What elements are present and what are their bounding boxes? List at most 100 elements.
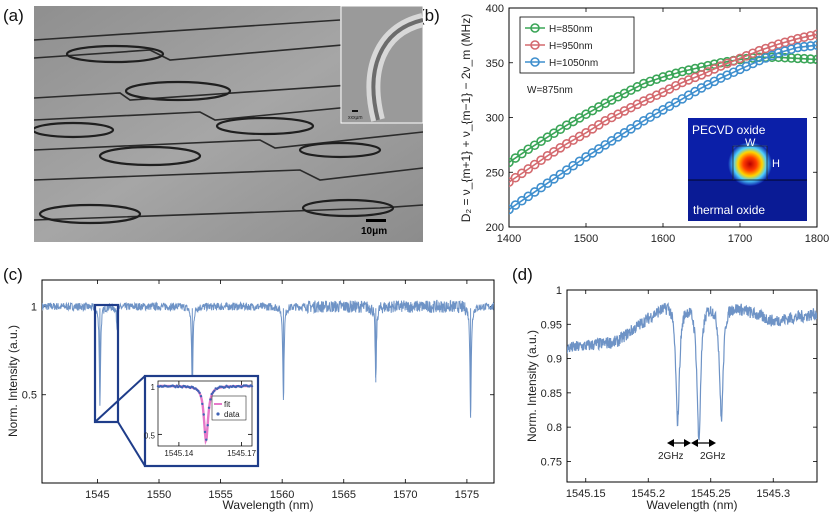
series-point bbox=[555, 169, 566, 180]
series-line-1 bbox=[509, 33, 817, 183]
y-tick-label: 0.9 bbox=[547, 354, 562, 366]
panel-b-chart: 1400 1500 1600 1700 1800 200 250 300 350 400 H=85… bbox=[459, 3, 829, 245]
series-point bbox=[760, 43, 771, 54]
x-tick-label: 1700 bbox=[728, 233, 752, 245]
y-tick-label: 0.5 bbox=[22, 390, 37, 402]
x-tick-label: 1545.15 bbox=[566, 488, 606, 500]
x-tick-label: 1570 bbox=[393, 489, 417, 501]
inset-data-point bbox=[209, 398, 212, 401]
series-point bbox=[645, 76, 655, 87]
mode-profile-inset: PECVD oxide W H thermal oxide bbox=[688, 118, 807, 221]
series-point bbox=[805, 54, 816, 64]
x-tick-label: 1575 bbox=[455, 489, 479, 501]
series-point bbox=[510, 200, 521, 210]
inset-data-point bbox=[213, 389, 216, 392]
x-tick-label: 1400 bbox=[497, 233, 521, 245]
panel-c-chart: 1545 1550 1555 1560 1565 1570 1575 0.5 1 1545.14… bbox=[6, 279, 495, 512]
series-point bbox=[510, 153, 521, 163]
y-tick-label: 0.5 bbox=[144, 431, 156, 440]
inset-h-label: H bbox=[772, 158, 780, 170]
panel-d-xlabel: Wavelength (nm) bbox=[647, 498, 738, 512]
series-point bbox=[529, 159, 540, 170]
x-tick-label: 1600 bbox=[651, 233, 675, 245]
series-point bbox=[568, 160, 578, 171]
series-point bbox=[638, 78, 649, 89]
inset-data-point bbox=[210, 392, 213, 396]
series-point bbox=[786, 44, 797, 55]
inset-bottom-label: thermal oxide bbox=[693, 203, 765, 217]
x-tick-label: 1555 bbox=[208, 489, 232, 501]
series-point bbox=[805, 41, 816, 51]
x-tick-label: 1560 bbox=[270, 489, 294, 501]
series-point bbox=[536, 155, 546, 166]
panel-label-a: (a) bbox=[3, 6, 24, 25]
y-tick-label: 0.85 bbox=[541, 388, 562, 400]
inset-data-point bbox=[205, 438, 208, 441]
series-point bbox=[651, 74, 662, 84]
inset-data-point bbox=[250, 385, 254, 388]
series-point bbox=[664, 70, 675, 80]
series-point bbox=[510, 172, 521, 183]
panel-label-d: (d) bbox=[512, 265, 533, 284]
inset-data-point bbox=[197, 389, 200, 393]
y-tick-label: 1 bbox=[151, 383, 156, 392]
series-point bbox=[536, 182, 546, 193]
series-point bbox=[671, 68, 681, 79]
series-point bbox=[799, 32, 809, 43]
legend-marker bbox=[530, 40, 540, 50]
inset-data-point bbox=[211, 391, 215, 394]
fsr-label-1: 2GHz bbox=[658, 451, 684, 462]
series-point bbox=[542, 178, 553, 188]
x-tick-label: 1550 bbox=[147, 489, 171, 501]
series-point bbox=[780, 52, 790, 63]
series-point bbox=[799, 53, 809, 64]
series-point bbox=[792, 53, 803, 64]
series-point bbox=[677, 66, 688, 77]
sem-inset-scale-label: xxxµm bbox=[348, 115, 363, 121]
series-point bbox=[658, 72, 668, 82]
series-point bbox=[812, 29, 817, 40]
series-point bbox=[812, 54, 817, 65]
panel-d-spectrum bbox=[567, 302, 817, 441]
series-point bbox=[792, 42, 803, 53]
inset-legend-data: data bbox=[224, 410, 240, 419]
panel-label-b: (b) bbox=[419, 6, 440, 25]
panel-c-axes bbox=[41, 279, 495, 484]
x-tick-label: 1545.3 bbox=[756, 488, 790, 500]
inset-data-point bbox=[199, 395, 203, 398]
x-tick-label: 1500 bbox=[574, 233, 598, 245]
series-point bbox=[517, 148, 527, 159]
series-point bbox=[754, 45, 765, 56]
inset-data-point bbox=[207, 406, 211, 409]
panel-b-ylabel: D₂ = ν_{m+1} + ν_{m−1} − 2ν_m (MHz) bbox=[459, 14, 473, 222]
inset-data-point bbox=[203, 430, 207, 434]
panel-c-inset: 1545.14 1545.17 0.5 1 fit data bbox=[144, 374, 260, 468]
series-point bbox=[812, 40, 817, 51]
legend-marker bbox=[530, 57, 540, 67]
series-point bbox=[509, 177, 514, 187]
sem-image: xxxµm 10μm bbox=[34, 6, 423, 242]
sem-rings bbox=[34, 44, 395, 225]
panel-label-c: (c) bbox=[3, 265, 23, 284]
zoom-box bbox=[93, 303, 120, 424]
fsr-label-2: 2GHz bbox=[700, 451, 726, 462]
y-tick-label: 250 bbox=[486, 167, 504, 179]
series-point bbox=[773, 48, 784, 58]
panel-d-ylabel: Norm. Intensity (a.u.) bbox=[525, 330, 539, 442]
legend-label: H=850nm bbox=[549, 24, 593, 35]
inset-data-point bbox=[206, 424, 209, 427]
inset-w-label: W bbox=[745, 137, 756, 149]
panel-b-annotation: W=875nm bbox=[527, 85, 573, 96]
series-point bbox=[529, 187, 540, 197]
series-point bbox=[561, 165, 572, 175]
y-tick-label: 0.75 bbox=[541, 456, 562, 468]
inset-data-point bbox=[223, 386, 227, 389]
series-line-2 bbox=[509, 44, 817, 211]
series-point bbox=[780, 46, 790, 56]
sem-scale-label: 10μm bbox=[361, 226, 387, 237]
y-tick-label: 1 bbox=[556, 285, 562, 297]
series-point bbox=[805, 30, 816, 41]
series-point bbox=[549, 174, 559, 184]
panel-c-xlabel: Wavelength (nm) bbox=[223, 498, 314, 512]
y-tick-label: 1 bbox=[31, 301, 37, 313]
